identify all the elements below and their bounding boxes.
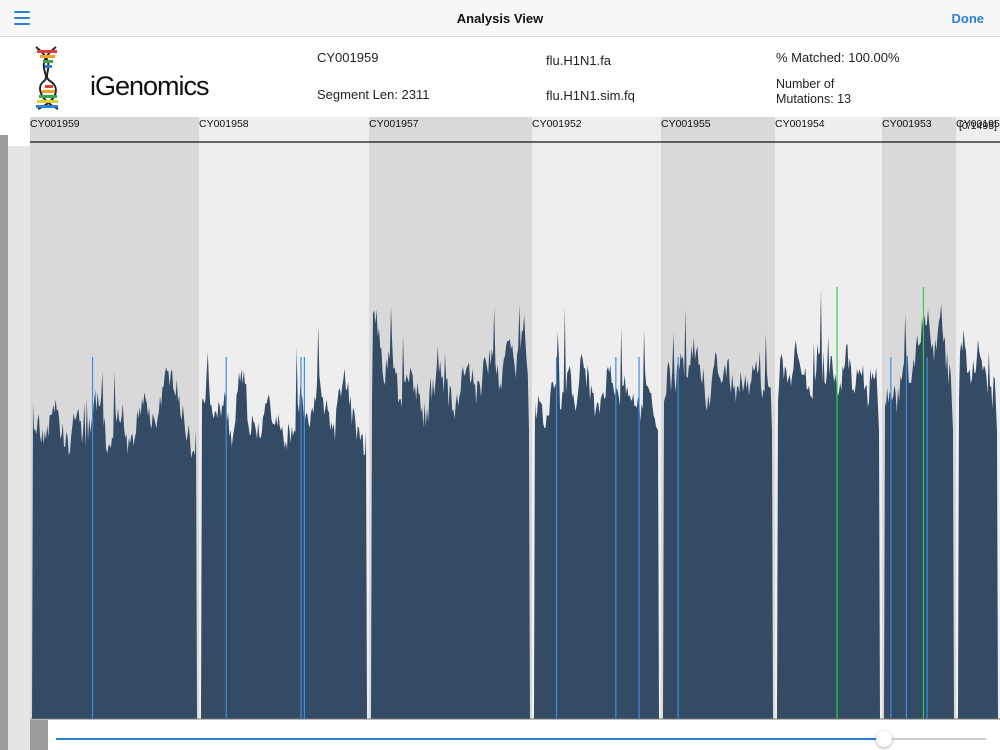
logo-text: iGenomics: [90, 71, 210, 101]
segment-label: CY001953: [882, 118, 932, 130]
slider-track: [883, 738, 986, 740]
mutations-value: Mutations: 13: [776, 92, 852, 106]
slider-area: [48, 720, 1000, 750]
percent-matched: % Matched: 100.00%: [776, 50, 900, 65]
coverage-area: [534, 306, 659, 719]
igenomics-logo: iGenomics: [30, 45, 210, 111]
coverage-area: [777, 289, 880, 719]
left-pad: [8, 146, 30, 750]
done-button[interactable]: Done: [951, 11, 985, 26]
segment-label: CY001954: [775, 118, 825, 130]
hamburger-icon[interactable]: [14, 10, 32, 26]
dna-helix-icon: [35, 46, 59, 110]
coverage-area: [958, 329, 998, 719]
slider-track-fill: [56, 738, 884, 740]
segment-label: CY001959: [30, 118, 80, 130]
coverage-area: [663, 308, 773, 719]
nav-bar: Analysis View Done: [0, 0, 1000, 37]
analysis-info-header: iGenomics CY001959 Segment Len: 2311 flu…: [0, 37, 1000, 117]
position-slider[interactable]: [56, 731, 986, 747]
slider-thumb[interactable]: [875, 731, 892, 747]
left-edge-bar: [0, 135, 8, 750]
segment-label: CY001958: [199, 118, 249, 130]
coverage-area: [201, 325, 367, 719]
reference-file: flu.H1N1.fa: [546, 53, 612, 68]
reads-file: flu.H1N1.sim.fq: [546, 88, 635, 103]
segment-length: Segment Len: 2311: [317, 87, 430, 102]
segment-name: CY001959: [317, 50, 379, 65]
segment-label: CY001956: [956, 118, 1000, 130]
coverage-area: [884, 304, 954, 719]
coverage-chart[interactable]: CY001959 CY001958 CY001957 CY001952 CY001955…: [0, 117, 1000, 720]
segment-label: CY001952: [532, 118, 582, 130]
segment-label: CY001957: [369, 118, 419, 130]
coverage-area: [32, 367, 197, 719]
position-label: [0/1495]: [959, 120, 997, 132]
bottom-edge-bar: [30, 720, 48, 750]
page-title: Analysis View: [456, 11, 544, 26]
coverage-area: [371, 304, 530, 719]
mutations-label: Number of: [776, 77, 835, 91]
mutation-count: Number of Mutations: 13: [776, 77, 851, 107]
segment-label: CY001955: [661, 118, 711, 130]
